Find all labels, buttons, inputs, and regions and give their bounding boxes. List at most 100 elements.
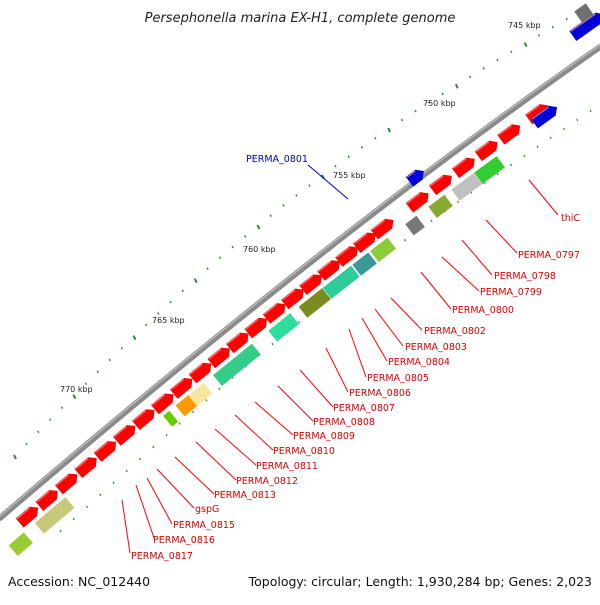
gene-arrow-shape xyxy=(262,303,286,324)
leader-line xyxy=(121,499,131,554)
tick-mark xyxy=(523,154,526,158)
leader-line xyxy=(156,468,195,509)
tick-mark xyxy=(454,83,459,89)
gene-arrow xyxy=(335,246,358,267)
tick-mark xyxy=(482,67,485,70)
gene-arrow-shape xyxy=(55,473,78,495)
leader-line xyxy=(461,239,493,276)
tick-mark xyxy=(112,481,115,485)
tick-mark xyxy=(387,127,392,133)
tick-label: 760 kbp xyxy=(243,245,276,254)
gene-block-shape xyxy=(268,313,299,342)
gene-label: thiC xyxy=(561,213,580,224)
tick-mark xyxy=(403,238,407,242)
gene-block-shape xyxy=(188,382,213,407)
gene-label: PERMA_0808 xyxy=(313,417,375,428)
tick-mark xyxy=(269,214,272,217)
tick-mark xyxy=(427,101,431,104)
gene-block xyxy=(370,237,397,263)
gene-label: PERMA_0810 xyxy=(273,446,335,457)
gene-block xyxy=(428,194,453,218)
gene-block xyxy=(213,343,261,386)
gene-block-shape xyxy=(8,532,33,557)
leader-line xyxy=(528,179,559,216)
gene-block xyxy=(474,156,505,184)
tick-mark xyxy=(72,394,77,400)
gene-block-shape xyxy=(451,172,483,201)
tick-mark xyxy=(206,267,209,271)
tick-mark xyxy=(347,155,350,159)
gene-arrow-shape xyxy=(405,192,429,213)
leader-line xyxy=(135,484,155,539)
gene-arrow-highlight xyxy=(94,442,108,454)
gene-arrow xyxy=(474,140,498,162)
genome-backbone-highlight xyxy=(0,44,600,517)
gene-arrow-highlight xyxy=(152,394,166,406)
gene-arrow-shape xyxy=(525,104,549,125)
leader-line xyxy=(374,308,404,347)
gene-arrow-highlight xyxy=(336,247,350,258)
tick-mark xyxy=(218,387,221,391)
gene-arrow-shape xyxy=(113,425,136,446)
tick-mark xyxy=(496,58,499,62)
gene-label: PERMA_0804 xyxy=(388,357,450,368)
tick-mark xyxy=(85,505,89,509)
genome-summary-text: Topology: circular; Length: 1,930,284 bp… xyxy=(248,574,592,589)
gene-arrow xyxy=(113,425,136,446)
tick-labels: 745 kbp 750 kbp 755 kbp 760 kbp 765 kbp … xyxy=(60,21,541,394)
tick-mark xyxy=(244,235,247,238)
gene-label: PERMA_0812 xyxy=(236,476,298,487)
leader-line xyxy=(485,219,518,254)
gene-arrow-highlight xyxy=(16,507,30,520)
tick-mark xyxy=(59,529,62,533)
tick-mark xyxy=(144,323,148,327)
gene-arrow xyxy=(262,303,286,324)
gene-arrow-shape xyxy=(405,169,424,187)
tick-mark xyxy=(193,278,198,284)
leader-line xyxy=(361,317,388,362)
gene-block xyxy=(352,252,377,276)
leader-line xyxy=(441,256,480,292)
gene-block-shape xyxy=(428,194,453,218)
tick-mark xyxy=(400,118,404,122)
tick-mark xyxy=(218,256,222,260)
tick-mark xyxy=(374,136,377,140)
leader-line xyxy=(420,271,452,310)
tick-mark xyxy=(25,442,28,446)
tick-mark xyxy=(13,454,17,460)
gene-arrow-highlight xyxy=(75,458,89,470)
tick-mark xyxy=(576,118,579,122)
tick-mark xyxy=(178,422,181,425)
gene-arrow-shape xyxy=(15,506,39,528)
gene-label: gspG xyxy=(195,504,219,515)
leader-line xyxy=(146,477,173,525)
tick-mark xyxy=(523,42,528,48)
tick-mark xyxy=(205,399,208,402)
gene-arrow-shape xyxy=(353,232,376,253)
gene-arrow-shape xyxy=(93,441,117,462)
gene-arrow-shape xyxy=(226,332,249,354)
gene-arrow xyxy=(497,124,521,145)
gene-labels: PERMA_0801 thiC PERMA_0797 PERMA_0798 PE… xyxy=(131,154,580,562)
gene-arrow-shape xyxy=(299,274,322,295)
gene-label: PERMA_0807 xyxy=(333,403,395,414)
tick-mark xyxy=(549,136,552,140)
tick-mark xyxy=(108,358,111,362)
gene-block xyxy=(451,172,483,201)
gene-label: PERMA_0801 xyxy=(246,154,308,165)
tick-mark xyxy=(430,219,433,223)
tick-mark xyxy=(414,109,417,113)
leader-line xyxy=(277,385,314,422)
gene-arrow xyxy=(530,105,558,129)
gene-label: PERMA_0799 xyxy=(480,287,542,298)
gene-arrow-shape xyxy=(370,218,394,240)
tick-mark xyxy=(589,109,592,113)
tick-mark xyxy=(231,245,234,249)
tick-mark xyxy=(60,406,64,409)
gene-arrow-highlight xyxy=(171,379,185,390)
gene-arrow-shape xyxy=(207,347,230,369)
tick-mark xyxy=(334,164,337,168)
gene-label: PERMA_0815 xyxy=(173,520,235,531)
gene-arrow xyxy=(428,174,452,196)
